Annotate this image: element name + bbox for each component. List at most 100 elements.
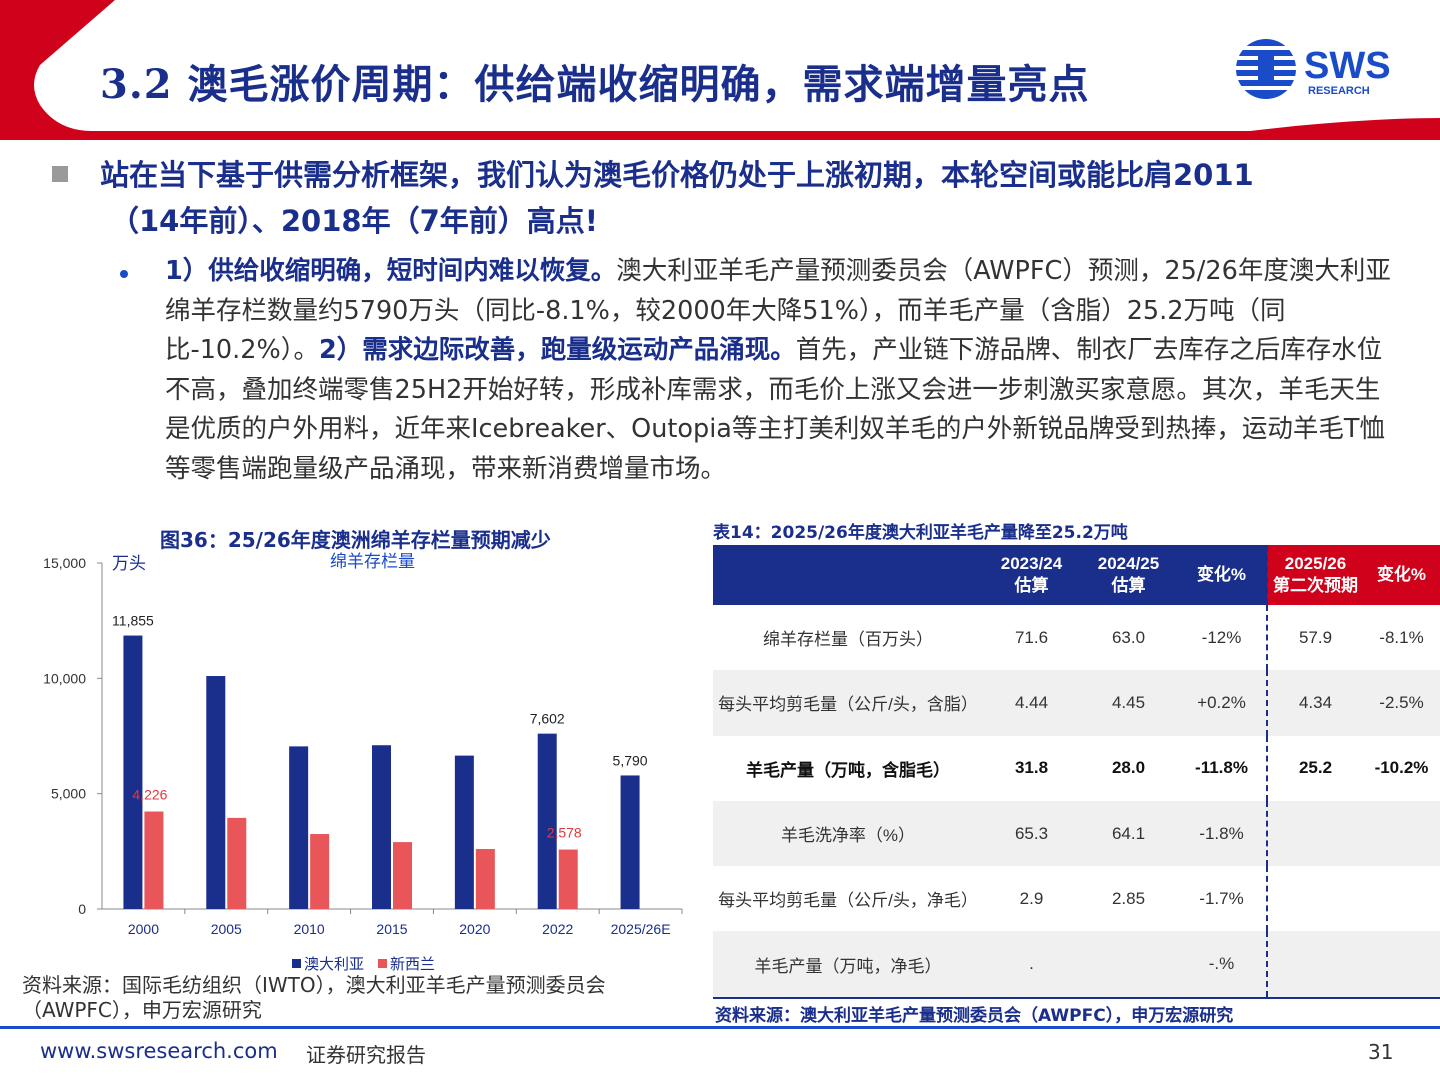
legend-label: 新西兰 bbox=[390, 956, 435, 973]
bar-new-zealand bbox=[558, 849, 578, 909]
table-cell: . bbox=[983, 931, 1080, 997]
table-cell: 28.0 bbox=[1111, 758, 1146, 778]
table-cell: 羊毛洗净率（%） bbox=[713, 800, 983, 867]
sws-logo: SWS RESEARCH bbox=[1236, 39, 1391, 99]
table-cell: 每头平均剪毛量（公斤/头，含脂） bbox=[713, 670, 983, 736]
table-header-cell-highlight: 变化% bbox=[1363, 545, 1440, 605]
table-cell: -1.7% bbox=[1177, 866, 1268, 932]
table-header-row: 2023/24 估算 2024/25 估算 变化% 2025/26 第二次预期 变化% bbox=[713, 545, 1440, 605]
table-cell: 羊毛产量（万吨，含脂毛） bbox=[746, 760, 950, 780]
table-row: 每头平均剪毛量（公斤/头，净毛） 2.9 2.85 -1.7% bbox=[713, 866, 1440, 932]
footer-label: 证券研究报告 bbox=[306, 1043, 426, 1067]
page-title: 3.2 澳毛涨价周期：供给端收缩明确，需求端增量亮点 bbox=[100, 61, 1090, 108]
table-cell: -.% bbox=[1177, 931, 1268, 997]
y-unit-label: 万头 bbox=[112, 554, 146, 573]
table-cell bbox=[1267, 866, 1363, 931]
square-bullet-icon bbox=[52, 166, 68, 182]
table-row: 绵羊存栏量（百万头） 71.6 63.0 -12% 57.9 -8.1% bbox=[713, 605, 1440, 671]
main-bullet: 站在当下基于供需分析框架，我们认为澳毛价格仍处于上涨初期，本轮空间或能比肩201… bbox=[100, 152, 1410, 244]
footer-website-link[interactable]: www.swsresearch.com bbox=[40, 1039, 278, 1063]
table-cell: 31.8 bbox=[1014, 758, 1049, 778]
table-cell: 64.1 bbox=[1080, 800, 1177, 867]
bar-australia bbox=[454, 755, 474, 909]
bar-australia bbox=[620, 775, 640, 909]
data-label: 11,855 bbox=[112, 613, 154, 629]
y-tick-label: 5,000 bbox=[51, 786, 86, 802]
legend-label: 澳大利亚 bbox=[304, 956, 364, 973]
sub-bullet-text1: 澳大利亚羊毛产量预测委员会（AWPFC）预测，25/26年度澳大利亚绵羊存栏数量… bbox=[165, 256, 1391, 365]
x-tick-label: 2025/26E bbox=[611, 921, 671, 937]
table-cell bbox=[1080, 931, 1177, 997]
x-tick-label: 2010 bbox=[294, 921, 325, 937]
table-cell: 每头平均剪毛量（公斤/头，净毛） bbox=[718, 891, 978, 911]
legend-swatch bbox=[292, 959, 301, 968]
bar-australia bbox=[372, 745, 391, 909]
table-row: 羊毛产量（万吨，含脂毛） 31.8 28.0 -11.8% 25.2 -10.2… bbox=[713, 735, 1440, 801]
wool-production-table: 2023/24 估算 2024/25 估算 变化% 2025/26 第二次预期 变化%… bbox=[713, 545, 1440, 997]
x-tick-label: 2020 bbox=[459, 921, 490, 937]
data-label: 2,578 bbox=[547, 825, 582, 841]
sub-bullet-bold1: 1）供给收缩明确，短时间内难以恢复。 bbox=[165, 256, 617, 286]
header-band bbox=[0, 0, 1440, 140]
table-header-cell: 2024/25 估算 bbox=[1080, 545, 1177, 605]
table-cell: 65.3 bbox=[983, 800, 1080, 867]
legend-swatch bbox=[378, 959, 387, 968]
sub-bullet-bold2: 2）需求边际改善，跑量级运动产品涌现。 bbox=[318, 335, 796, 365]
sheep-stock-chart: 0 5,000 10,000 15,000 万头 绵羊存栏量 2000 2005 2010 201… bbox=[43, 552, 683, 973]
table-header-cell bbox=[713, 545, 983, 605]
table-header-cell: 变化% bbox=[1177, 545, 1268, 605]
data-label: 4,226 bbox=[132, 787, 167, 803]
bar-new-zealand bbox=[144, 811, 164, 909]
x-tick-label: 2000 bbox=[128, 921, 159, 937]
table-row: 羊毛洗净率（%） 65.3 64.1 -1.8% bbox=[713, 800, 1440, 867]
table-title: 表14：2025/26年度澳大利亚羊毛产量降至25.2万吨 bbox=[713, 523, 1128, 543]
table-cell: 57.9 bbox=[1298, 627, 1333, 647]
table-cell: +0.2% bbox=[1177, 670, 1268, 736]
table-cell bbox=[1267, 931, 1363, 997]
table-cell: 羊毛产量（万吨，净毛） bbox=[713, 931, 983, 997]
table-cell bbox=[1363, 931, 1440, 997]
table-cell bbox=[1267, 800, 1363, 867]
bar-new-zealand bbox=[310, 834, 330, 909]
table-cell: -8.1% bbox=[1379, 627, 1424, 647]
table-cell: -11.8% bbox=[1177, 735, 1268, 801]
chart-source-line1: 资料来源：国际毛纺组织（IWTO），澳大利亚羊毛产量预测委员会 bbox=[22, 973, 606, 997]
y-tick-label: 0 bbox=[78, 901, 86, 917]
y-tick-label: 10,000 bbox=[43, 670, 86, 686]
bar-australia bbox=[206, 676, 226, 909]
bar-australia bbox=[537, 733, 557, 909]
table-header-cell: 2023/24 估算 bbox=[983, 545, 1080, 605]
table-cell: 25.2 bbox=[1298, 758, 1333, 778]
chart-source: 资料来源：国际毛纺组织（IWTO），澳大利亚羊毛产量预测委员会 （AWPFC），… bbox=[22, 973, 682, 1023]
table-row: 羊毛产量（万吨，净毛） . -.% bbox=[713, 931, 1440, 997]
data-label: 5,790 bbox=[613, 752, 648, 768]
table-cell: 2.9 bbox=[1019, 888, 1044, 908]
x-tick-label: 2015 bbox=[376, 921, 407, 937]
chart-title: 图36：25/26年度澳洲绵羊存栏量预期减少 bbox=[160, 528, 551, 552]
table-cell bbox=[1363, 800, 1440, 867]
bar-australia bbox=[289, 746, 309, 909]
table-cell: -10.2% bbox=[1374, 758, 1429, 778]
logo-text: SWS bbox=[1304, 45, 1391, 87]
sub-bullet: 1）供给收缩明确，短时间内难以恢复。澳大利亚羊毛产量预测委员会（AWPFC）预测… bbox=[165, 252, 1397, 489]
table-cell: -2.5% bbox=[1363, 670, 1440, 736]
table-row: 每头平均剪毛量（公斤/头，含脂） 4.44 4.45 +0.2% 4.34 -2… bbox=[713, 670, 1440, 736]
chart-source-line2: （AWPFC），申万宏源研究 bbox=[22, 998, 262, 1022]
table-cell: 2.85 bbox=[1111, 888, 1146, 908]
table-cell bbox=[1363, 866, 1440, 931]
table-cell: -1.8% bbox=[1177, 800, 1268, 867]
table-source: 资料来源：澳大利亚羊毛产量预测委员会（AWPFC），申万宏源研究 bbox=[715, 1006, 1234, 1026]
table-cell: 4.34 bbox=[1267, 670, 1363, 736]
table-cell: 4.44 bbox=[983, 670, 1080, 736]
main-bullet-line1: 站在当下基于供需分析框架，我们认为澳毛价格仍处于上涨初期，本轮空间或能比肩201… bbox=[100, 158, 1254, 192]
dot-bullet-icon bbox=[120, 270, 128, 278]
table-cell: 4.45 bbox=[1080, 670, 1177, 736]
y-tick-label: 15,000 bbox=[43, 555, 86, 571]
x-tick-label: 2022 bbox=[542, 921, 573, 937]
bar-new-zealand bbox=[227, 817, 247, 909]
table-cell: -12% bbox=[1177, 605, 1268, 671]
bar-australia bbox=[123, 635, 143, 909]
data-label: 7,602 bbox=[530, 711, 565, 727]
table-cell: 63.0 bbox=[1111, 627, 1146, 647]
header-white-panel bbox=[34, 0, 1440, 131]
